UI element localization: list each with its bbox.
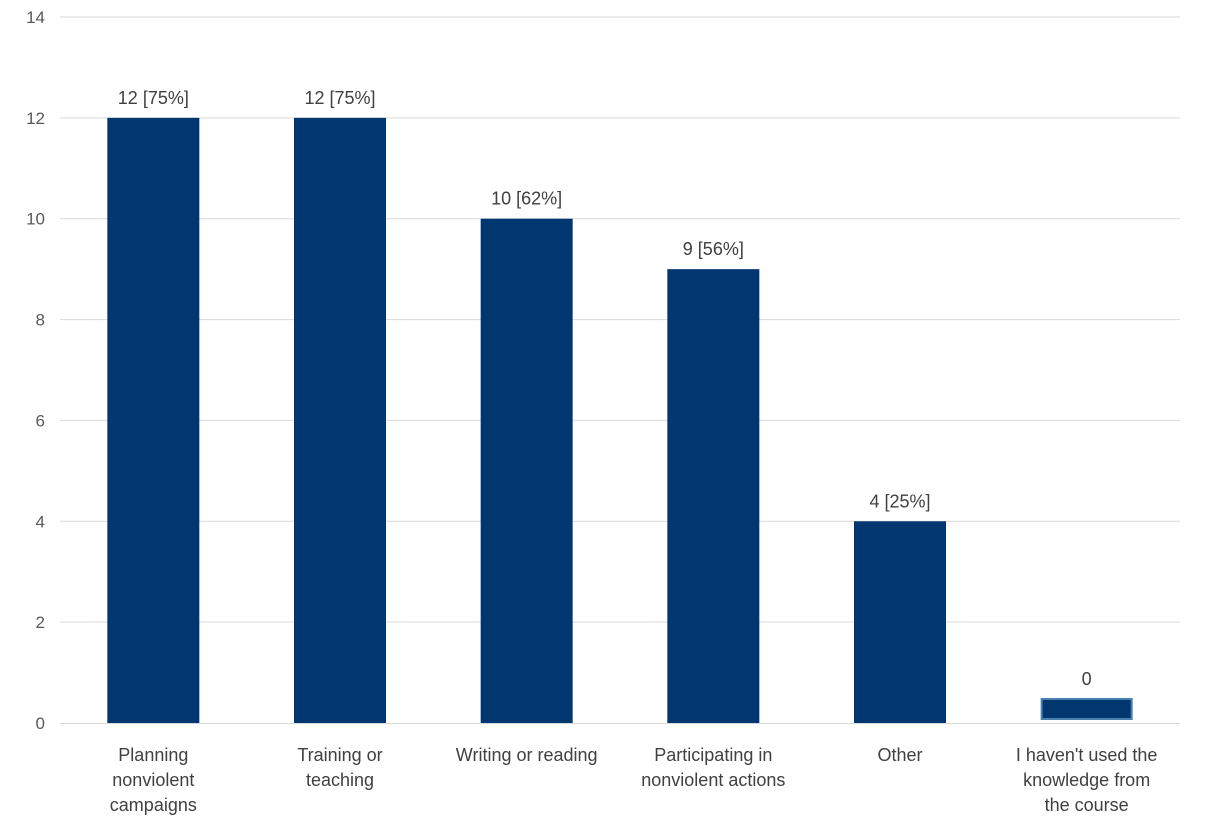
y-tick-label: 0 xyxy=(36,714,45,733)
bar-zero-placeholder xyxy=(1040,698,1133,720)
y-tick-label: 14 xyxy=(26,8,45,27)
x-category-label: nonviolent actions xyxy=(641,770,785,790)
y-tick-label: 10 xyxy=(26,210,45,229)
data-label: 12 [75%] xyxy=(304,88,375,108)
x-category-label: knowledge from xyxy=(1023,770,1150,790)
y-tick-label: 12 xyxy=(26,109,45,128)
y-axis-ticks: 0 2 4 6 8 10 12 14 xyxy=(26,8,45,733)
bar xyxy=(294,117,386,724)
data-labels: 12 [75%] 12 [75%] 10 [62%] 9 [56%] 4 [25%] 0 xyxy=(118,88,1092,689)
bars xyxy=(107,117,1133,724)
gridlines xyxy=(60,16,1180,623)
x-category-label: Planning xyxy=(118,745,188,765)
bar xyxy=(854,521,946,723)
y-tick-label: 4 xyxy=(36,512,45,531)
data-label: 9 [56%] xyxy=(683,239,744,259)
y-tick-label: 6 xyxy=(36,411,45,430)
x-category-label: Participating in xyxy=(654,745,772,765)
data-label: 4 [25%] xyxy=(869,491,930,511)
y-tick-label: 2 xyxy=(36,613,45,632)
data-label: 12 [75%] xyxy=(118,88,189,108)
x-category-label: nonviolent xyxy=(112,770,194,790)
x-category-label: Writing or reading xyxy=(456,745,598,765)
data-label: 10 [62%] xyxy=(491,189,562,209)
x-category-label: I haven't used the xyxy=(1016,745,1158,765)
x-category-label: Training or xyxy=(297,745,382,765)
bar xyxy=(667,269,760,723)
x-axis-categories: Planning nonviolent campaigns Training or te… xyxy=(110,745,1158,815)
x-category-label: teaching xyxy=(306,770,374,790)
x-category-label: campaigns xyxy=(110,795,197,815)
y-tick-label: 8 xyxy=(36,311,45,330)
data-label: 0 xyxy=(1082,669,1092,689)
x-category-label: the course xyxy=(1045,795,1129,815)
bar xyxy=(480,218,573,723)
bar xyxy=(107,117,200,724)
x-category-label: Other xyxy=(877,745,922,765)
